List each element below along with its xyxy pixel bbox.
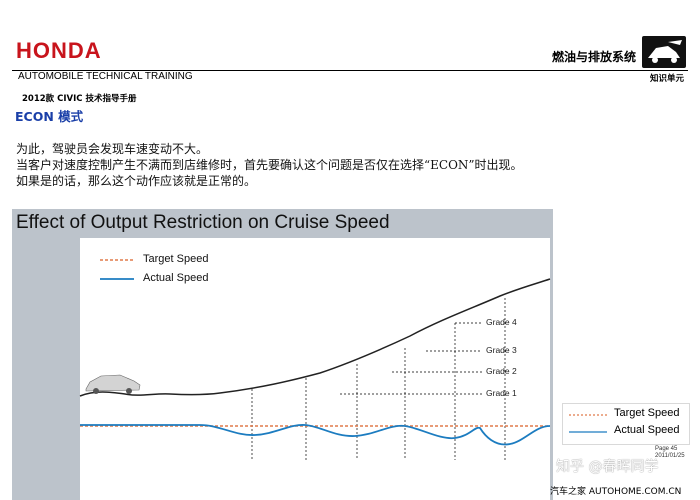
body-paragraph: 为此，驾驶员会发现车速变动不大。 当客户对速度控制产生不满而到店维修时，首先要确… bbox=[16, 141, 523, 189]
manual-title: 2012款 CIVIC 技术指导手册 bbox=[22, 94, 137, 104]
car-service-icon bbox=[642, 36, 686, 68]
grade-label: Grade 3 bbox=[486, 345, 517, 355]
paragraph-line: 为此，驾驶员会发现车速变动不大。 bbox=[16, 142, 209, 156]
secondary-legend bbox=[562, 403, 690, 445]
honda-logo: HONDA bbox=[16, 38, 102, 63]
page-date: 2011/01/25 bbox=[655, 453, 685, 459]
grade-label: Grade 4 bbox=[486, 317, 517, 327]
unit-label: 知识单元 bbox=[649, 74, 684, 84]
road-profile bbox=[79, 278, 551, 397]
secondary-legend-actual: Actual Speed bbox=[614, 424, 680, 436]
section-heading: ECON 模式 bbox=[15, 109, 84, 124]
actual-speed-line bbox=[80, 424, 551, 446]
chart-title: Effect of Output Restriction on Cruise S… bbox=[16, 212, 390, 233]
legend-actual-label: Actual Speed bbox=[143, 272, 209, 284]
watermark: 知乎 @春晖同学 bbox=[556, 459, 659, 475]
legend-target-label: Target Speed bbox=[143, 253, 209, 265]
page-info: Page 45 2011/01/25 bbox=[655, 446, 685, 460]
training-label: AUTOMOBILE TECHNICAL TRAINING bbox=[18, 71, 193, 82]
header-divider bbox=[12, 70, 688, 71]
plot-area bbox=[80, 238, 550, 500]
paragraph-line: 如果是的话，那么这个动作应该就是正常的。 bbox=[16, 174, 257, 188]
section-title: 燃油与排放系统 bbox=[551, 50, 636, 64]
grade-label: Grade 2 bbox=[486, 366, 517, 376]
secondary-legend-target: Target Speed bbox=[614, 407, 680, 419]
car-illustration bbox=[85, 374, 141, 394]
source-credit: 汽车之家 AUTOHOME.COM.CN bbox=[550, 487, 682, 497]
grid-lines bbox=[251, 298, 506, 460]
paragraph-line: 当客户对速度控制产生不满而到店维修时，首先要确认这个问题是否仅在选择“ECON”… bbox=[16, 158, 523, 172]
page-number: Page 45 bbox=[655, 446, 678, 452]
grade-label: Grade 1 bbox=[486, 388, 517, 398]
